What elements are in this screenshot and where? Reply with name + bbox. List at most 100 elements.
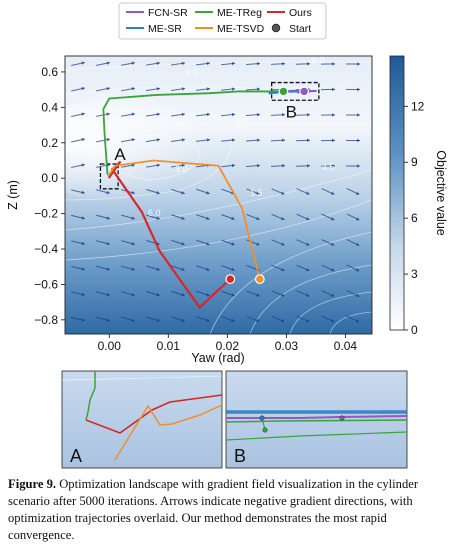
gradient-arrow-head <box>81 137 85 142</box>
gradient-arrow-head <box>81 61 85 65</box>
contour-label: 6.0 <box>148 208 161 218</box>
y-tick-label: −0.6 <box>34 277 58 291</box>
gradient-arrow-head <box>357 164 360 168</box>
gradient-arrow-head <box>156 163 160 168</box>
contour-label: 1.5 <box>250 188 263 198</box>
x-tick-label: 0.01 <box>157 339 181 353</box>
legend-label-ours: Ours <box>289 7 312 19</box>
inset-b-fcn-sr-start <box>339 415 345 421</box>
gradient-arrow-head <box>281 267 285 272</box>
colorbar-tick-label: 6 <box>411 211 418 225</box>
gradient-arrow-head <box>81 318 85 322</box>
legend: FCN-SR ME-TReg Ours ME-SR ME-TSVD Start <box>118 2 327 40</box>
gradient-arrow-head <box>131 112 135 117</box>
legend-label-me-tsvd: ME-TSVD <box>217 23 265 35</box>
gradient-arrow-head <box>156 267 160 271</box>
contour-line-0 <box>65 61 372 71</box>
inset-a-me-tsvd-path <box>114 404 223 461</box>
gradient-arrow-head <box>231 318 235 323</box>
gradient-arrow-head <box>156 87 160 91</box>
gradient-arrow-head <box>206 242 210 246</box>
gradient-arrow-head <box>131 61 135 66</box>
gradient-arrow-head <box>181 138 185 142</box>
inset-b-me-sr-start <box>259 415 265 421</box>
gradient-arrow-head <box>206 267 210 271</box>
gradient-arrow-head <box>156 61 160 66</box>
y-axis-label: Z (m) <box>6 180 20 210</box>
gradient-arrow-head <box>357 113 360 117</box>
gradient-arrow-head <box>206 87 210 91</box>
gradient-arrow-head <box>357 138 360 143</box>
gradient-arrow-head <box>206 61 210 66</box>
gradient-arrow-head <box>281 61 285 66</box>
gradient-arrow-head <box>206 191 210 195</box>
gradient-arrow-head <box>131 292 135 297</box>
gradient-arrow-head <box>231 293 235 297</box>
contour-line-4 <box>65 169 372 231</box>
gradient-arrow-head <box>181 61 185 66</box>
gradient-arrow-head <box>81 112 85 116</box>
gradient-arrow-head <box>81 267 85 271</box>
gradient-arrow-head <box>331 138 335 143</box>
gradient-arrow-head <box>256 87 260 91</box>
inset-a-me-treg-path <box>85 371 96 421</box>
y-tick-label: −0.4 <box>34 242 58 256</box>
x-tick-label: 0.03 <box>275 339 299 353</box>
gradient-arrow-head <box>231 267 235 272</box>
gradient-arrow-head <box>330 191 335 195</box>
gradient-arrow-head <box>306 138 310 143</box>
x-axis-ticks: 0.00 0.01 0.02 0.03 0.04 <box>98 334 357 353</box>
gradient-arrow-head <box>181 318 185 322</box>
gradient-arrow-head <box>231 163 235 168</box>
gradient-arrow-head <box>131 318 135 322</box>
colorbar-tick-label: 12 <box>411 99 425 113</box>
gradient-arrow-head <box>306 62 310 66</box>
gradient-arrow-head <box>181 267 185 271</box>
gradient-arrow-head <box>330 293 335 297</box>
gradient-arrow-head <box>305 293 310 297</box>
start-marker-fcn-sr <box>299 86 310 97</box>
gradient-arrow-head <box>81 86 85 91</box>
gradient-arrow-head <box>81 163 85 167</box>
gradient-arrow-head <box>281 138 285 143</box>
gradient-arrow-head <box>231 61 235 66</box>
gradient-arrow-head <box>305 216 310 221</box>
figure-caption: Figure 9. Optimization landscape with gr… <box>8 476 444 544</box>
gradient-arrow-head <box>355 242 360 246</box>
gradient-arrow-head <box>355 217 360 221</box>
inset-a-ours-path <box>85 394 223 434</box>
contour-line-5 <box>65 199 372 261</box>
figure: 3.06.0-0.03.06.04.51.53.0 0.00 0.01 0.02 0.… <box>6 2 448 469</box>
gradient-arrow-head <box>106 267 110 271</box>
gradient-arrow-head <box>331 87 335 92</box>
contour-label: 6.0 <box>312 55 325 65</box>
inset-b-me-treg-start <box>262 427 268 433</box>
trajectories <box>102 89 317 309</box>
gradient-arrow-head <box>81 292 85 297</box>
gradient-arrow-head <box>256 61 260 66</box>
gradient-arrow-head <box>131 163 135 168</box>
series-line-ours <box>107 161 232 309</box>
gradient-arrow-head <box>330 319 335 323</box>
gradient-arrow-head <box>306 113 310 117</box>
gradient-arrow-head <box>131 138 135 142</box>
y-tick-label: −0.8 <box>34 313 58 327</box>
gradient-arrow-head <box>256 138 260 142</box>
start-markers <box>225 86 310 285</box>
gradient-arrow-head <box>256 112 260 117</box>
gradient-arrow-head <box>355 293 360 297</box>
contour-line-3 <box>99 134 201 181</box>
caption-text: Optimization landscape with gradient fie… <box>8 477 419 542</box>
gradient-arrow-head <box>281 293 285 297</box>
gradient-arrow-head <box>256 191 260 195</box>
gradient-arrow-head <box>231 138 235 142</box>
colorbar-tick-label: 0 <box>411 323 418 337</box>
gradient-arrow-head <box>181 112 185 117</box>
x-tick-label: 0.00 <box>98 339 122 353</box>
gradient-arrow-head <box>81 216 85 220</box>
gradient-arrow-head <box>330 217 335 221</box>
gradient-arrow-head <box>231 112 235 117</box>
gradient-arrow-head <box>106 190 110 195</box>
low-objective-region <box>65 95 260 205</box>
x-tick-label: 0.02 <box>216 339 240 353</box>
